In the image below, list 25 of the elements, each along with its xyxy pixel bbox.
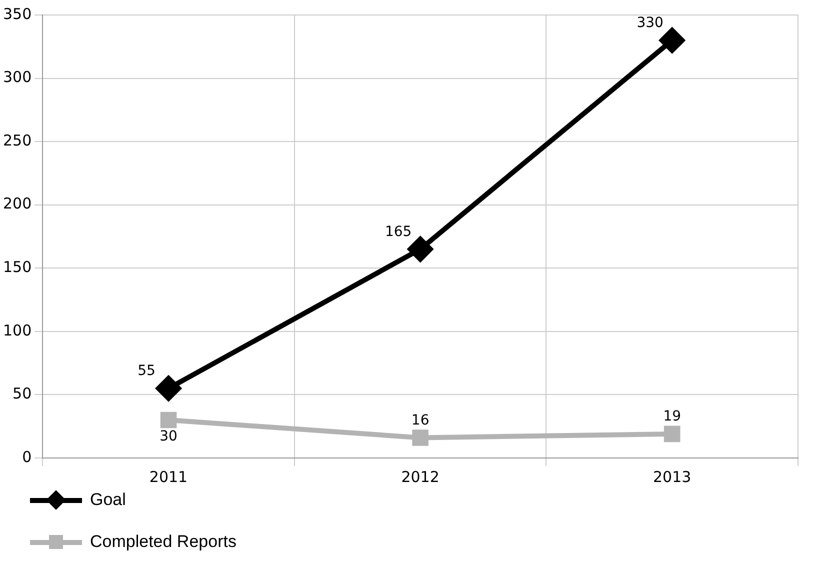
y-tick-label: 0: [22, 448, 32, 466]
data-label: 30: [160, 428, 178, 445]
data-label: 165: [384, 224, 412, 240]
y-tick-label: 50: [12, 384, 32, 403]
y-tick-label: 100: [2, 321, 32, 340]
y-tick-label: 300: [2, 68, 32, 86]
point: [664, 426, 680, 442]
legend-label: Goal: [90, 490, 126, 510]
point: [156, 376, 182, 401]
point: [660, 28, 685, 53]
data-label: 330: [636, 14, 664, 31]
y-tick-label: 150: [2, 258, 32, 276]
y-tick-label: 250: [2, 131, 32, 150]
x-tick-label: 2012: [401, 468, 440, 486]
data-label: 19: [663, 408, 682, 425]
point: [160, 412, 177, 428]
point: [412, 430, 428, 446]
data-label: 16: [411, 412, 430, 428]
y-tick-label: 350: [2, 4, 32, 23]
point: [408, 236, 433, 262]
x-tick-label: 2013: [653, 468, 692, 486]
x-tick-label: 2011: [149, 468, 188, 486]
y-tick-label: 200: [2, 194, 32, 213]
legend-label: Completed Reports: [90, 532, 236, 552]
data-label: 55: [138, 363, 156, 380]
